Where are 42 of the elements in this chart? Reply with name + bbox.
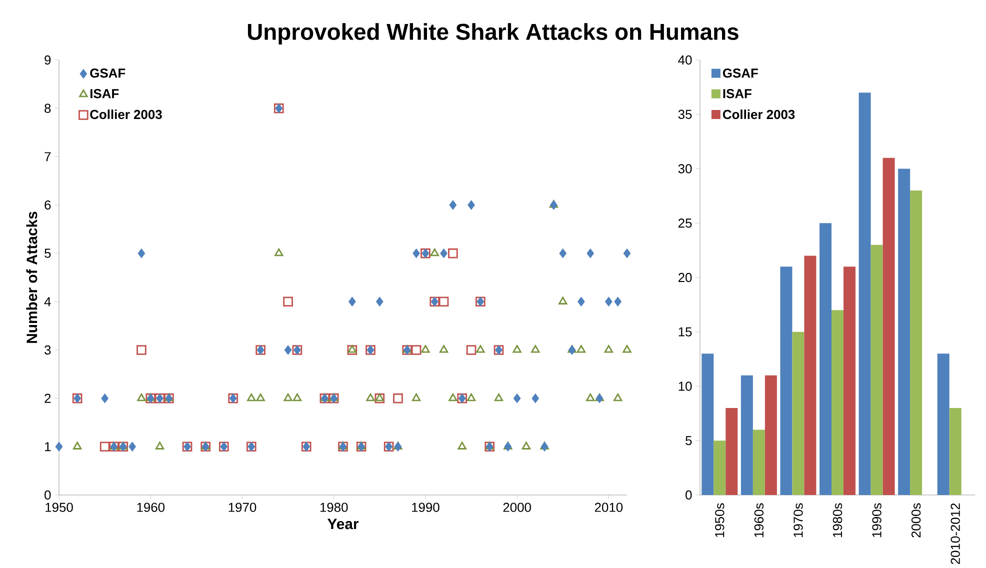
x-tick-label: 1980s xyxy=(832,503,842,538)
y-tick-label: 10 xyxy=(678,382,692,391)
y-tick-label: 4 xyxy=(44,297,51,306)
y-tick-label: 25 xyxy=(678,218,692,228)
y-tick-label: 40 xyxy=(678,55,692,65)
chart-title: Unprovoked White Shark Attacks on Humans xyxy=(248,23,738,44)
legend-label: GSAF xyxy=(90,68,126,78)
y-tick-label: 0 xyxy=(44,490,51,500)
x-tick-label: 1950 xyxy=(46,502,73,512)
x-tick-label: 1960 xyxy=(137,502,165,512)
x-tick-label: 1980 xyxy=(320,502,348,512)
x-tick-label: 1950s xyxy=(715,503,724,538)
legend-label: ISAF xyxy=(90,89,119,98)
y-tick-label: 20 xyxy=(678,272,692,282)
x-tick-label: 1970 xyxy=(228,502,256,512)
x-tick-label: 2010 xyxy=(594,502,623,512)
y-tick-label: 9 xyxy=(44,55,51,65)
legend-label: Collier 2003 xyxy=(90,110,162,120)
y-axis-title: Number of Attacks xyxy=(26,212,38,343)
y-tick-label: 5 xyxy=(44,248,51,258)
x-tick-label: 1970s xyxy=(794,503,803,538)
legend-label: Collier 2003 xyxy=(722,110,795,120)
y-tick-label: 6 xyxy=(44,200,51,210)
y-tick-label: 0 xyxy=(686,490,692,500)
y-tick-label: 7 xyxy=(44,152,51,162)
x-tick-label: 1990 xyxy=(412,502,440,512)
y-tick-label: 3 xyxy=(44,345,51,355)
x-tick-label: 2000 xyxy=(503,502,531,512)
legend-label: ISAF xyxy=(723,89,752,98)
y-tick-label: 2 xyxy=(44,394,51,403)
y-tick-label: 5 xyxy=(686,436,692,446)
x-tick-label: 1990s xyxy=(872,503,882,538)
x-axis-title: Year xyxy=(327,518,359,530)
x-tick-label: 1960s xyxy=(754,503,764,538)
y-tick-label: 30 xyxy=(678,164,692,174)
y-tick-label: 35 xyxy=(678,110,692,119)
x-tick-label: 2000s xyxy=(911,503,921,538)
y-tick-label: 1 xyxy=(45,442,51,452)
y-tick-label: 8 xyxy=(44,104,51,113)
legend-label: GSAF xyxy=(722,68,758,78)
x-tick-label: 2010-2012 xyxy=(950,503,960,564)
y-tick-label: 15 xyxy=(678,327,692,336)
